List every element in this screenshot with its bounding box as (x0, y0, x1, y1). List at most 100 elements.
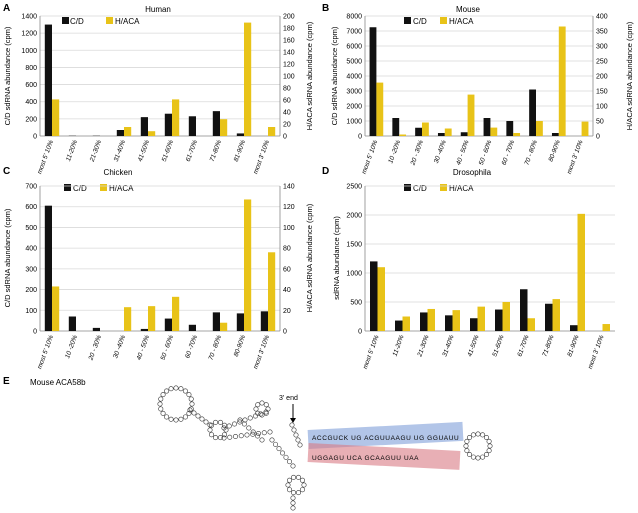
x-tick-label: 71-80% (209, 139, 223, 163)
y-axis-label: C/D sdRNA abundance (cpm) (330, 26, 339, 125)
bar-haca (577, 213, 585, 331)
bar-cd (420, 312, 428, 331)
x-tick-label: 11-20% (65, 139, 79, 162)
x-tick-label: 71-80% (541, 334, 555, 358)
nucleotide (295, 474, 301, 480)
x-tick-label: 41-50% (137, 139, 151, 163)
x-tick-label: 21-30% (416, 334, 431, 359)
bar-cd (188, 116, 196, 136)
bar-cd (188, 324, 196, 331)
y2-tick-label: 40 (283, 287, 291, 294)
x-tick-label: 20 - 30% (87, 334, 103, 362)
y-tick-label: 5000 (346, 59, 362, 66)
bar-haca (124, 307, 132, 331)
nucleotide (226, 423, 232, 429)
bar-cd (570, 325, 578, 331)
nucleotide (227, 434, 233, 440)
y2-tick-label: 150 (596, 89, 608, 96)
legend-cd-swatch (404, 184, 411, 191)
bar-haca (444, 128, 452, 136)
nucleotide (279, 450, 285, 456)
y2-tick-label: 20 (283, 308, 291, 315)
bar-haca (502, 302, 510, 331)
y2-tick-label: 0 (596, 134, 600, 141)
legend-haca-swatch (440, 184, 447, 191)
legend-cd-swatch (404, 17, 411, 24)
nucleotide (187, 407, 193, 413)
nucleotide (290, 505, 296, 511)
nucleotide (283, 454, 289, 460)
y2-tick-label: 20 (283, 122, 291, 129)
nucleotide (168, 386, 174, 392)
bar-cd (437, 133, 445, 136)
nucleotide (188, 406, 194, 412)
nucleotide (250, 429, 256, 435)
bar-cd (370, 261, 378, 331)
nucleotide (483, 451, 489, 457)
y2-tick-label: 100 (596, 104, 608, 111)
y-tick-label: 0 (33, 134, 37, 141)
top-strand-sequence: ACCGUCK UG ACGUUAAGU UG GGUAUU (312, 435, 459, 442)
legend-haca-swatch (100, 184, 107, 191)
bar-cd (44, 205, 52, 331)
nucleotide (255, 410, 261, 416)
nucleotide (182, 414, 188, 420)
nucleotide (188, 396, 194, 402)
panel-d-title: Drosophila (453, 168, 492, 177)
bar-cd (44, 24, 52, 137)
nucleotide (297, 442, 303, 448)
nucleotide (160, 410, 166, 416)
nucleotide (253, 413, 259, 419)
y-tick-label: 0 (358, 329, 362, 336)
bar-cd (445, 315, 453, 331)
legend-haca-label: H/ACA (449, 17, 474, 26)
bar-haca (268, 127, 276, 136)
nucleotide (247, 415, 253, 421)
bar-cd (236, 133, 244, 136)
y-tick-label: 1000 (346, 271, 362, 278)
bar-haca (220, 119, 228, 136)
x-tick-label: 70 - 80% (208, 334, 224, 361)
nucleotide (480, 454, 486, 460)
nucleotide (217, 435, 223, 441)
bar-haca (581, 121, 589, 136)
y2-tick-label: 60 (283, 266, 291, 273)
y-tick-label: 600 (25, 204, 37, 211)
nucleotide (168, 416, 174, 422)
x-tick-label: 61-70% (185, 139, 199, 163)
panel-c-letter: C (3, 166, 11, 177)
y-tick-label: 1500 (346, 242, 362, 249)
nucleotide (238, 433, 244, 439)
y2-tick-label: 0 (283, 329, 287, 336)
y2-tick-label: 100 (283, 74, 295, 81)
nucleotide (290, 500, 296, 506)
nucleotide (259, 400, 265, 406)
nucleotide (487, 443, 493, 449)
nucleotide (178, 386, 184, 392)
x-tick-label: 11-20% (392, 334, 406, 357)
bar-haca (513, 133, 521, 136)
nucleotide (291, 427, 297, 433)
blue-highlight-box (307, 421, 464, 450)
y-tick-label: 7000 (346, 29, 362, 36)
nucleotide (191, 410, 197, 416)
nucleotide (486, 448, 492, 454)
nucleotide (255, 433, 261, 439)
x-tick-label: 51-60% (491, 334, 505, 358)
y2-tick-label: 350 (596, 29, 608, 36)
x-tick-label: 30 -40% (112, 334, 127, 359)
nucleotide (158, 396, 164, 402)
legend-cd-label: C/D (70, 17, 84, 26)
y-tick-label: 700 (25, 184, 37, 191)
nucleotide (221, 425, 227, 431)
x-tick-label: 80-90% (548, 139, 562, 163)
y2-tick-label: 40 (283, 110, 291, 117)
nucleotide (276, 446, 282, 452)
nucleotide (221, 422, 227, 428)
y2-tick-label: 140 (283, 50, 295, 57)
bar-cd (551, 133, 559, 136)
nucleotide (237, 419, 243, 425)
nucleotide (263, 410, 269, 416)
bar-cd (495, 309, 503, 331)
legend-haca-swatch (106, 17, 113, 24)
